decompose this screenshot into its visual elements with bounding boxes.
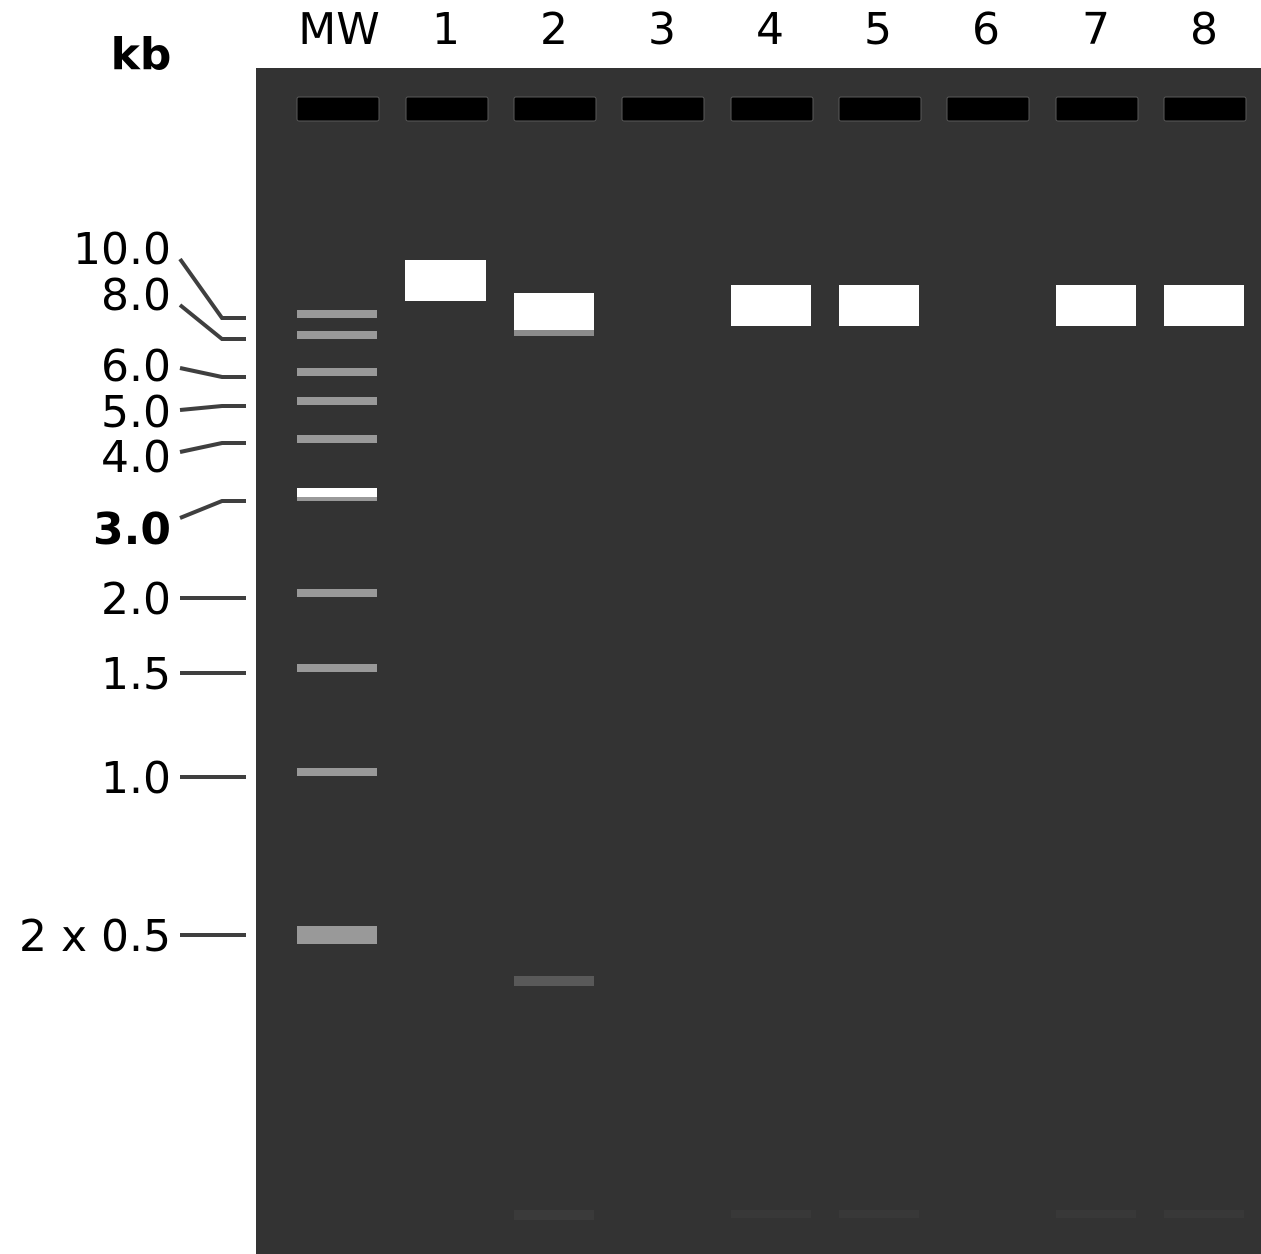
sample-bands (405, 260, 1244, 1220)
band-lane-1 (405, 260, 486, 301)
size-label-4kb: 4.0 (101, 432, 171, 483)
unit-label: kb (111, 29, 172, 80)
leader-line-10kb (178, 257, 246, 320)
size-label-6kb: 6.0 (101, 341, 171, 392)
lane-labels: MW 1 2 3 4 5 6 7 8 (298, 4, 1218, 55)
lane-label-6: 6 (972, 4, 1000, 55)
ladder-band-10kb (297, 310, 377, 318)
band-lane-7-bottom-faint (1056, 1210, 1136, 1218)
well-mw (296, 96, 380, 122)
well-5 (838, 96, 922, 122)
well-8 (1163, 96, 1247, 122)
gel-background (256, 68, 1261, 1254)
band-lane-8-bottom-faint (1164, 1210, 1244, 1218)
band-lane-7 (1056, 285, 1136, 326)
band-lane-5-bottom-faint (839, 1210, 919, 1218)
leader-line-3kb (179, 499, 246, 520)
lane-label-3: 3 (648, 4, 676, 55)
band-lane-8 (1164, 285, 1244, 326)
leader-lines (178, 257, 246, 937)
lane-label-7: 7 (1082, 4, 1110, 55)
ladder-band-2kb (297, 589, 377, 597)
well-2 (513, 96, 597, 122)
band-lane-5 (839, 285, 919, 326)
size-label-1-5kb: 1.5 (101, 649, 171, 700)
wells (296, 96, 1247, 122)
lane-label-8: 8 (1190, 4, 1218, 55)
size-label-10kb: 10.0 (73, 224, 171, 275)
ladder-band-4kb (297, 435, 377, 443)
size-labels: 10.0 8.0 6.0 5.0 4.0 3.0 2.0 1.5 1.0 2 x… (19, 224, 171, 962)
size-label-1kb: 1.0 (101, 753, 171, 804)
leader-line-8kb (178, 303, 246, 341)
band-lane-2-upper (514, 293, 594, 331)
ladder-band-5kb (297, 397, 377, 405)
band-lane-4-bottom-faint (731, 1210, 811, 1218)
ladder-bands (297, 310, 377, 944)
leader-line-5kb (179, 404, 246, 412)
ladder-band-0-5kb (297, 926, 377, 944)
band-lane-2-shadow (514, 330, 594, 336)
well-7 (1055, 96, 1139, 122)
well-3 (621, 96, 705, 122)
leader-line-4kb (179, 441, 246, 454)
ladder-band-3kb-reference (297, 488, 377, 497)
lane-label-2: 2 (540, 4, 568, 55)
ladder-band-6kb (297, 368, 377, 376)
size-label-5kb: 5.0 (101, 387, 171, 438)
lane-label-4: 4 (756, 4, 784, 55)
leader-line-6kb (179, 366, 246, 379)
size-label-8kb: 8.0 (101, 270, 171, 321)
band-lane-2-bottom-faint (514, 1210, 594, 1220)
ladder-band-1kb (297, 768, 377, 776)
ladder-band-8kb (297, 331, 377, 339)
well-6 (946, 96, 1030, 122)
size-label-2kb: 2.0 (101, 574, 171, 625)
ladder-band-3kb-lower (297, 495, 377, 501)
band-lane-2-lower (514, 976, 594, 986)
well-1 (405, 96, 489, 122)
well-4 (730, 96, 814, 122)
size-label-0-5kb: 2 x 0.5 (19, 911, 171, 962)
band-lane-4 (731, 285, 811, 326)
lane-label-1: 1 (432, 4, 460, 55)
lane-label-5: 5 (864, 4, 892, 55)
ladder-band-1-5kb (297, 664, 377, 672)
size-label-3kb: 3.0 (93, 504, 171, 555)
lane-label-mw: MW (298, 4, 379, 55)
